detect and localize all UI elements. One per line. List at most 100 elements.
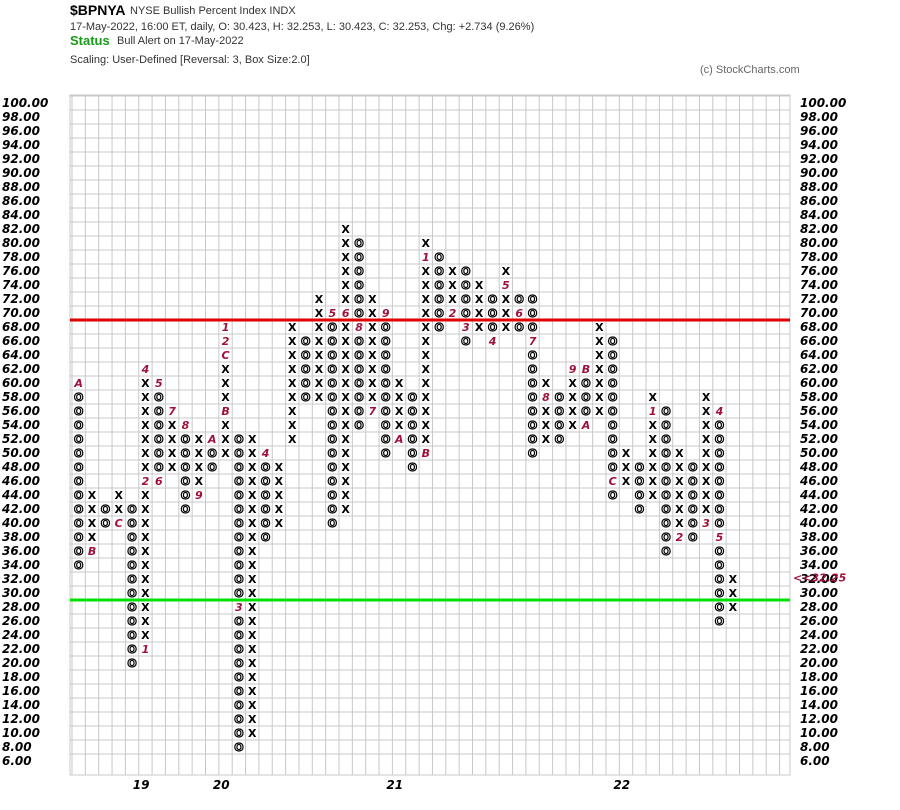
- y-tick-left: 38.00: [2, 530, 40, 544]
- o-box: O: [74, 545, 83, 558]
- x-box: X: [248, 643, 257, 656]
- ticker-symbol[interactable]: $BPNYA: [70, 2, 126, 18]
- x-axis: 19 20 21 22: [133, 778, 630, 792]
- o-box: O: [328, 419, 337, 432]
- x-box: X: [114, 503, 123, 516]
- o-box: O: [715, 601, 724, 614]
- x-box: X: [248, 727, 257, 740]
- o-box: O: [234, 489, 243, 502]
- x-box: X: [141, 559, 150, 572]
- x-box: X: [248, 503, 257, 516]
- o-box: O: [661, 475, 670, 488]
- month-marker: 3: [702, 517, 710, 530]
- y-tick-right: 34.00: [800, 558, 838, 572]
- month-marker: 9: [569, 363, 577, 376]
- month-marker: B: [422, 447, 430, 460]
- month-marker: 7: [529, 335, 537, 348]
- o-box: O: [154, 419, 163, 432]
- y-tick-left: 44.00: [1, 488, 40, 502]
- y-tick-right: 78.00: [800, 250, 838, 264]
- o-box: O: [661, 405, 670, 418]
- o-box: O: [74, 461, 83, 474]
- o-box: O: [74, 559, 83, 572]
- o-box: O: [688, 517, 697, 530]
- x-box: X: [288, 363, 297, 376]
- x-box: X: [568, 419, 577, 432]
- y-tick-right: 70.00: [800, 306, 838, 320]
- o-box: O: [328, 405, 337, 418]
- y-tick-left: 60.00: [2, 376, 40, 390]
- o-box: O: [608, 391, 617, 404]
- o-box: O: [181, 461, 190, 474]
- o-box: O: [555, 405, 564, 418]
- x-box: X: [622, 447, 631, 460]
- x-box: X: [248, 461, 257, 474]
- y-tick-right: 16.00: [800, 684, 838, 698]
- y-tick-right: 22.00: [800, 642, 838, 656]
- y-tick-right: 62.00: [800, 362, 838, 376]
- o-box: O: [661, 461, 670, 474]
- y-tick-right: 8.00: [800, 740, 830, 754]
- x-box: X: [341, 447, 350, 460]
- month-marker: A: [73, 377, 83, 390]
- y-tick-left: 76.00: [2, 264, 40, 278]
- y-tick-left: 86.00: [2, 194, 40, 208]
- y-tick-left: 100.00: [2, 96, 48, 110]
- y-tick-left: 8.00: [2, 740, 32, 754]
- o-box: O: [207, 461, 216, 474]
- y-tick-right: 100.00: [800, 96, 846, 110]
- o-box: O: [328, 321, 337, 334]
- o-box: O: [127, 531, 136, 544]
- o-box: O: [181, 489, 190, 502]
- x-box: X: [568, 405, 577, 418]
- y-tick-right: 56.00: [800, 404, 838, 418]
- x-box: X: [395, 391, 404, 404]
- x-box: X: [542, 433, 551, 446]
- x-box: X: [288, 321, 297, 334]
- month-marker: 1: [422, 251, 430, 264]
- o-box: O: [328, 335, 337, 348]
- y-tick-left: 22.00: [2, 642, 40, 656]
- o-box: O: [434, 307, 443, 320]
- o-box: O: [608, 335, 617, 348]
- x-box: X: [288, 349, 297, 362]
- y-tick-left: 42.00: [1, 502, 40, 516]
- y-tick-left: 12.00: [2, 712, 40, 726]
- y-tick-right: 38.00: [800, 530, 838, 544]
- x-box: X: [315, 321, 324, 334]
- y-tick-left: 78.00: [2, 250, 40, 264]
- x-box: X: [168, 461, 177, 474]
- o-box: O: [408, 419, 417, 432]
- x-box: X: [275, 503, 284, 516]
- x-box: X: [395, 419, 404, 432]
- o-box: O: [154, 405, 163, 418]
- o-box: O: [234, 573, 243, 586]
- y-tick-left: 28.00: [2, 600, 40, 614]
- o-box: O: [608, 377, 617, 390]
- o-box: O: [555, 419, 564, 432]
- o-box: O: [354, 307, 363, 320]
- x-box: X: [702, 433, 711, 446]
- y-tick-left: 58.00: [2, 390, 40, 404]
- current-price-label: <<32.25: [793, 571, 847, 584]
- o-box: O: [434, 293, 443, 306]
- o-box: O: [661, 545, 670, 558]
- o-box: O: [181, 475, 190, 488]
- month-marker: 7: [369, 405, 377, 418]
- x-box: X: [702, 503, 711, 516]
- o-box: O: [461, 307, 470, 320]
- x-box: X: [141, 447, 150, 460]
- o-box: O: [234, 671, 243, 684]
- o-box: O: [328, 489, 337, 502]
- x-box: X: [648, 489, 657, 502]
- month-marker: 8: [182, 419, 190, 432]
- o-box: O: [461, 293, 470, 306]
